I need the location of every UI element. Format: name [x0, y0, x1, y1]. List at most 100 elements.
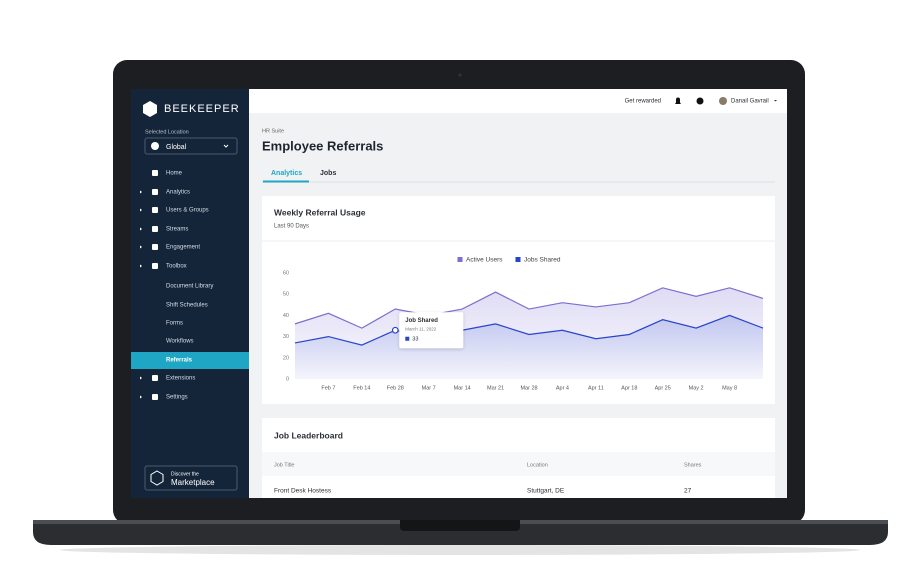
camera [458, 73, 462, 77]
topbar [249, 89, 787, 113]
x-tick-label: Mar 21 [487, 385, 504, 391]
table-cell: Front Desk Hostess [274, 488, 332, 495]
screen: BEEKEEPER Selected Location Global Disco… [131, 89, 787, 498]
location-select[interactable] [144, 137, 238, 155]
y-tick-label: 0 [286, 376, 289, 382]
nav-icon [152, 207, 158, 213]
legend-swatch [457, 257, 463, 262]
nav-icon [152, 226, 158, 232]
nav-icon [152, 263, 158, 269]
notch [400, 520, 520, 531]
marketplace: Marketplace [171, 478, 215, 487]
marketplace-icon [150, 470, 164, 486]
tab[interactable]: Jobs [320, 170, 336, 177]
legend-swatch [515, 257, 521, 262]
submenu-item[interactable]: Document Library [166, 284, 213, 290]
help-icon[interactable] [696, 97, 704, 105]
chart-subtitle: Last 90 Days [274, 224, 309, 230]
sidebar [131, 89, 249, 498]
user-caret [774, 100, 777, 102]
y-tick-label: 20 [283, 355, 289, 361]
nav-item[interactable]: Analytics [166, 190, 190, 196]
nav-item[interactable]: Users & Groups [166, 208, 209, 214]
legend-label: Active Users [466, 257, 503, 264]
line [294, 287, 764, 329]
page-title: Employee Referrals [262, 138, 383, 153]
line [294, 314, 764, 346]
x-tick-label: Apr 11 [588, 385, 604, 391]
chart-title: Weekly Referral Usage [274, 207, 366, 217]
nav-icon [152, 375, 158, 381]
x-tick-label: Mar 28 [520, 385, 537, 391]
x-tick-label: May 2 [689, 385, 704, 391]
table: Job Title Location Shares Front Desk Hostes… [274, 462, 702, 494]
column-header: Job Title [274, 462, 294, 468]
marketplace-top: Discover the [171, 471, 199, 477]
table-cell: 27 [684, 488, 692, 495]
nav-arrow [140, 227, 142, 231]
brand: BEEKEEPER [164, 103, 240, 115]
x-tick-label: Feb 7 [321, 385, 335, 391]
base [33, 520, 888, 545]
nav-arrow [140, 264, 142, 268]
nav-item[interactable]: Engagement [166, 245, 200, 251]
logo [143, 101, 157, 117]
location-label: Selected Location [145, 129, 189, 135]
table-cell: Stuttgart, DE [527, 488, 565, 495]
y-tick-label: 40 [283, 313, 289, 319]
nav-item[interactable]: Toolbox [166, 264, 187, 270]
plot: 0 20 30 40 50 60 Feb 7 Feb 14 Feb 28 Mar 7 Mar 14 M… [283, 257, 764, 391]
hover-marker [391, 326, 399, 334]
y-tick-label: 50 [283, 292, 289, 298]
breadcrumb: HR Suite [262, 128, 284, 134]
nav-arrow [140, 245, 142, 249]
bell-icon[interactable] [675, 97, 681, 105]
chevron [223, 144, 229, 148]
nav-item[interactable]: Extensions [166, 376, 195, 382]
x-tick-label: Apr 4 [556, 385, 569, 391]
marketplace-button[interactable] [144, 465, 238, 491]
x-tick-label: Feb 14 [353, 385, 370, 391]
y-tick-label: 60 [283, 270, 289, 276]
tab-active[interactable]: Analytics [271, 170, 302, 177]
nav-item[interactable]: Streams [166, 227, 188, 233]
submenu-item[interactable]: Forms [166, 321, 183, 327]
submenu-item[interactable]: Referrals [166, 358, 193, 364]
nav-icon [152, 244, 158, 250]
nav-arrow [140, 395, 142, 399]
tooltip-value: 33 [412, 336, 418, 342]
y-tick-label: 30 [283, 334, 289, 340]
globe-icon [151, 142, 159, 150]
x-tick-label: Feb 28 [387, 385, 404, 391]
nav-item[interactable]: Settings [166, 395, 188, 401]
x-tick-label: Mar 7 [422, 385, 436, 391]
shadow [60, 545, 860, 555]
x-tick-label: May 8 [722, 385, 737, 391]
column-header: Shares [684, 462, 702, 468]
location: Global [166, 144, 187, 151]
submenu-item[interactable]: Shift Schedules [166, 303, 208, 309]
nav-item[interactable]: Home [166, 171, 183, 177]
x-tick-label: Mar 14 [454, 385, 471, 391]
rewards[interactable]: Get rewarded [625, 99, 661, 105]
nav-arrow [140, 190, 142, 194]
x-tick-label: Apr 25 [655, 385, 671, 391]
user-name[interactable]: Danail Gavrail [731, 99, 769, 105]
leaderboard-title: Job Leaderboard [274, 430, 343, 440]
avatar[interactable] [719, 97, 727, 105]
nav-icon [152, 394, 158, 400]
nav-arrow [140, 208, 142, 212]
tooltip-date: March 11, 2022 [405, 326, 436, 331]
active-item [131, 352, 249, 369]
tooltip-swatch [405, 336, 410, 341]
area [295, 315, 763, 379]
tooltip-title: Job Shared [405, 318, 438, 324]
nav-arrow [140, 376, 142, 380]
tooltip [399, 312, 464, 349]
nav-icon [152, 170, 158, 176]
legend-label: Jobs Shared [524, 257, 561, 264]
submenu-item[interactable]: Workflows [166, 339, 194, 345]
nav-icon [152, 189, 158, 195]
